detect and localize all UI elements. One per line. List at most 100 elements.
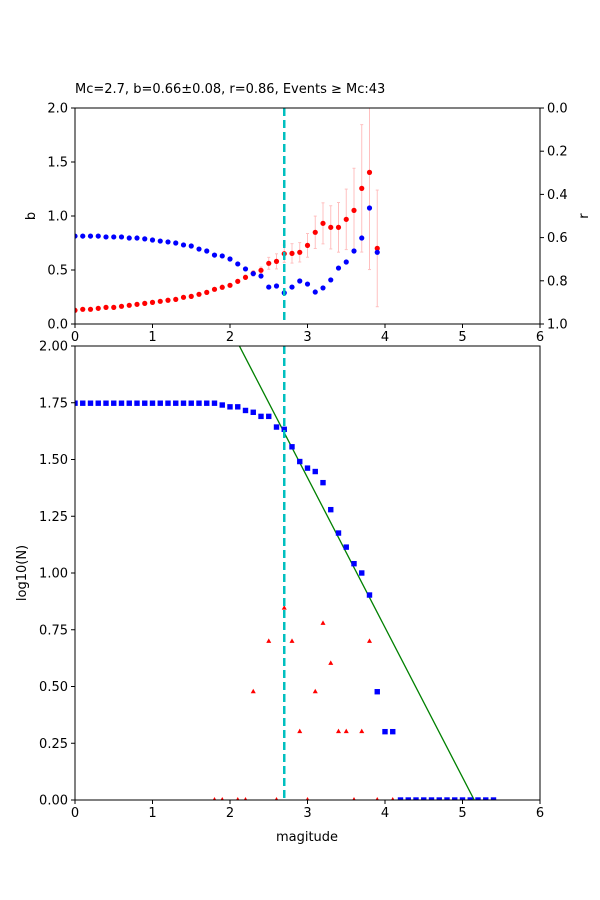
b-value-point bbox=[211, 286, 218, 292]
r-value-point bbox=[75, 233, 78, 239]
b-value-point bbox=[312, 229, 318, 235]
r-value-point bbox=[180, 242, 187, 248]
r-value-point bbox=[126, 235, 132, 241]
cumulative-count-point bbox=[351, 560, 357, 567]
y-tick-label: 1.25 bbox=[39, 510, 68, 525]
noncumulative-count-point bbox=[312, 688, 318, 694]
r-value-point bbox=[157, 238, 163, 244]
b-value-point bbox=[142, 300, 148, 306]
cumulative-count-point bbox=[126, 400, 132, 406]
bottom-y-axis-label: log10(N) bbox=[15, 545, 30, 601]
b-value-point bbox=[165, 297, 171, 303]
noncumulative-count-point bbox=[250, 688, 256, 694]
cumulative-count-point bbox=[211, 400, 218, 406]
r-value-point bbox=[111, 234, 117, 240]
noncumulative-count-point bbox=[236, 797, 240, 800]
b-value-point bbox=[266, 260, 272, 266]
cumulative-count-point bbox=[390, 728, 396, 735]
r-value-point bbox=[250, 271, 256, 277]
r-value-point bbox=[80, 233, 86, 239]
y-tick-label: 0.50 bbox=[39, 680, 68, 695]
y-tick-label: 1.50 bbox=[39, 453, 68, 468]
plot-area bbox=[75, 346, 497, 800]
cumulative-count-point bbox=[459, 797, 466, 800]
b-value-point bbox=[149, 299, 156, 305]
cumulative-count-point bbox=[173, 400, 179, 406]
noncumulative-count-point bbox=[289, 638, 295, 643]
cumulative-count-point bbox=[142, 400, 148, 406]
cumulative-count-point bbox=[374, 689, 380, 695]
cumulative-count-point bbox=[258, 413, 264, 420]
r-value-point bbox=[328, 277, 334, 283]
cumulative-count-point bbox=[250, 409, 256, 415]
y-tick-label: 0.75 bbox=[39, 623, 68, 638]
b-value-point bbox=[258, 267, 264, 273]
top-y-axis-label: b bbox=[24, 212, 39, 220]
cumulative-count-point bbox=[436, 797, 442, 800]
cumulative-count-point bbox=[75, 400, 78, 406]
b-value-point bbox=[219, 284, 225, 290]
y-tick-label: 0.5 bbox=[47, 264, 68, 279]
x-tick-label: 5 bbox=[458, 806, 466, 821]
cumulative-count-point bbox=[87, 400, 94, 406]
b-value-point bbox=[134, 301, 140, 307]
cumulative-count-point bbox=[165, 400, 171, 406]
cumulative-count-point bbox=[103, 400, 109, 406]
b-value-point bbox=[328, 224, 334, 230]
cumulative-count-point bbox=[490, 797, 497, 800]
x-tick-label: 3 bbox=[303, 806, 311, 821]
b-value-point bbox=[359, 185, 365, 191]
cumulative-count-point bbox=[343, 544, 349, 550]
y-tick-label: 2.00 bbox=[39, 340, 68, 355]
cumulative-count-point bbox=[273, 424, 280, 430]
cumulative-count-point bbox=[397, 797, 404, 800]
y-tick-label: 1.75 bbox=[39, 396, 68, 411]
cumulative-count-point bbox=[413, 797, 419, 800]
cumulative-count-point bbox=[188, 400, 194, 406]
cumulative-count-point bbox=[366, 592, 373, 598]
r-value-point bbox=[273, 283, 280, 289]
b-value-point bbox=[157, 298, 163, 304]
b-value-point bbox=[304, 242, 311, 248]
noncumulative-count-point bbox=[336, 728, 341, 734]
x-tick-label: 2 bbox=[226, 806, 234, 821]
b-value-point bbox=[196, 291, 202, 297]
b-value-point bbox=[351, 207, 357, 213]
r-value-point bbox=[235, 261, 241, 267]
cumulative-count-point bbox=[428, 797, 435, 800]
cumulative-count-point bbox=[289, 444, 295, 450]
noncumulative-count-point bbox=[220, 797, 224, 800]
noncumulative-count-point bbox=[328, 660, 334, 665]
noncumulative-count-point bbox=[320, 620, 326, 625]
cumulative-count-point bbox=[328, 506, 334, 513]
y-tick-label: 0.00 bbox=[39, 794, 68, 809]
x-tick-label: 3 bbox=[303, 330, 311, 345]
b-value-point bbox=[204, 289, 210, 295]
axes-frame bbox=[74, 345, 541, 801]
right-y-tick-label: 0.4 bbox=[547, 188, 568, 203]
r-value-point bbox=[351, 248, 357, 254]
noncumulative-count-point bbox=[391, 797, 395, 800]
cumulative-count-point bbox=[242, 407, 249, 414]
x-tick-label: 1 bbox=[148, 330, 156, 345]
r-value-point bbox=[188, 243, 194, 249]
right-y-tick-label: 0.8 bbox=[547, 274, 568, 289]
b-value-point bbox=[227, 282, 233, 288]
r-value-point bbox=[219, 253, 225, 259]
x-tick-label: 0 bbox=[71, 330, 79, 345]
r-value-point bbox=[258, 273, 264, 279]
x-tick-label: 5 bbox=[458, 330, 466, 345]
x-tick-label: 2 bbox=[226, 330, 234, 345]
right-y-tick-label: 0.0 bbox=[547, 102, 568, 117]
noncumulative-count-point bbox=[212, 797, 217, 800]
cumulative-count-point bbox=[266, 413, 272, 420]
cumulative-count-point bbox=[312, 468, 318, 475]
r-value-point bbox=[204, 248, 210, 254]
cumulative-count-point bbox=[157, 400, 163, 406]
b-value-point bbox=[75, 307, 78, 313]
noncumulative-count-point bbox=[367, 638, 372, 643]
chart-title: Mc=2.7, b=0.66±0.08, r=0.86, Events ≥ Mc… bbox=[75, 82, 385, 97]
b-value-point bbox=[242, 274, 249, 280]
cumulative-count-point bbox=[95, 400, 101, 406]
